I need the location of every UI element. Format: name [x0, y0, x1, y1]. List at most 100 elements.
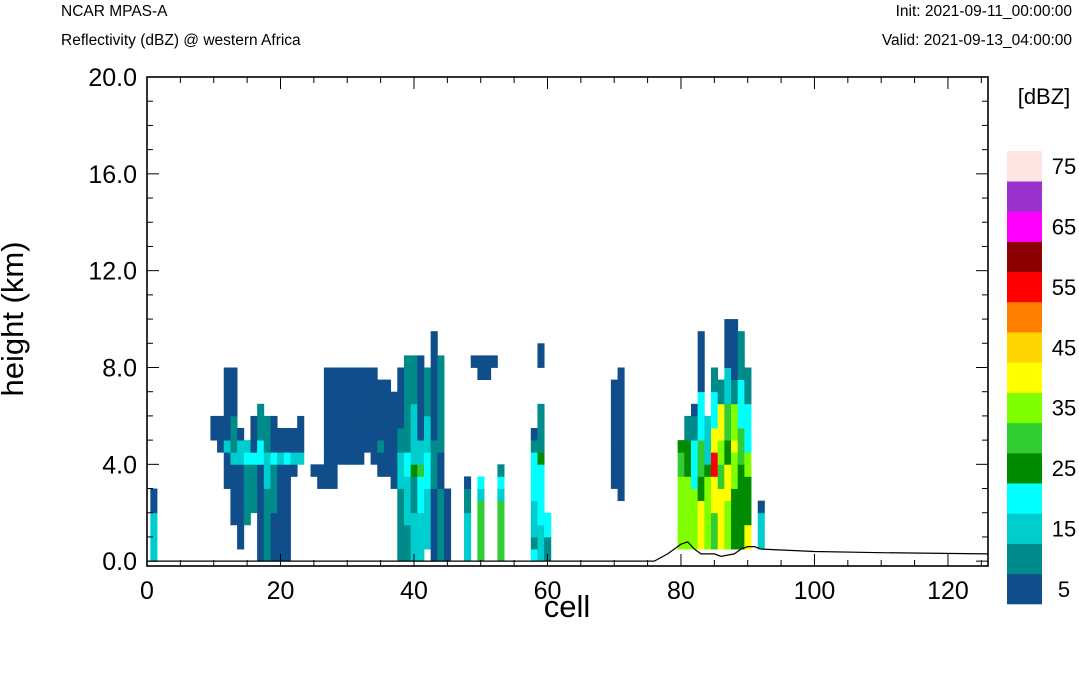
reflectivity-cell — [537, 452, 545, 465]
reflectivity-cell — [744, 452, 752, 477]
colorbar-swatch — [1007, 422, 1042, 454]
reflectivity-cell — [290, 452, 298, 465]
reflectivity-cell — [417, 355, 425, 441]
reflectivity-cell — [477, 355, 485, 380]
reflectivity-cell — [390, 452, 398, 489]
reflectivity-cell — [150, 488, 158, 514]
reflectivity-cell — [383, 452, 392, 477]
colorbar-label: 65 — [1052, 215, 1076, 240]
plot-area: 0 20 40 60 80 100 120 0.0 4.0 8.0 12.0 16.0 20.0 — [88, 64, 989, 605]
valid-time: Valid: 2021-09-13_04:00:00 — [882, 32, 1073, 49]
reflectivity-cell — [444, 488, 452, 562]
model-name: NCAR MPAS-A — [61, 3, 168, 20]
reflectivity-cell — [697, 391, 705, 441]
reflectivity-cell — [323, 367, 331, 453]
reflectivity-cell — [717, 464, 725, 489]
reflectivity-cell — [377, 452, 385, 477]
reflectivity-cell — [690, 488, 699, 550]
reflectivity-cell — [610, 379, 618, 441]
reflectivity-cell — [437, 355, 445, 453]
reflectivity-cell — [403, 355, 412, 453]
terrain-line — [147, 541, 989, 562]
reflectivity-cell — [464, 512, 472, 562]
reflectivity-cell — [711, 428, 719, 453]
reflectivity-cell — [537, 464, 545, 526]
reflectivity-cell — [410, 403, 418, 465]
reflectivity-cell — [530, 452, 538, 502]
reflectivity-cell — [370, 367, 378, 380]
terrain — [147, 541, 989, 562]
reflectivity-cell — [237, 428, 245, 441]
reflectivity-cell — [677, 440, 685, 453]
reflectivity-cell — [310, 464, 318, 477]
reflectivity-cell — [270, 452, 278, 465]
reflectivity-cell — [424, 415, 432, 453]
reflectivity-cell — [277, 428, 285, 453]
reflectivity-cell — [544, 512, 552, 538]
reflectivity-cell — [684, 415, 692, 441]
reflectivity-cell — [757, 500, 765, 514]
reflectivity-cell — [731, 452, 739, 489]
reflectivity-cell — [711, 452, 719, 477]
reflectivity-cell — [690, 403, 699, 417]
reflectivity-cell — [337, 428, 345, 465]
reflectivity-cell — [497, 464, 505, 477]
reflectivity-cell — [704, 476, 712, 550]
reflectivity-cell — [437, 488, 445, 562]
reflectivity-cell — [363, 367, 371, 453]
reflectivity-cell — [237, 440, 245, 465]
reflectivity-cell — [757, 512, 765, 550]
colorbar-swatch — [1007, 211, 1042, 242]
reflectivity-cell — [263, 488, 271, 562]
y-tick-label: 0.0 — [102, 548, 137, 576]
reflectivity-cell — [424, 488, 432, 550]
reflectivity-cell — [397, 452, 405, 489]
colorbar-label: 5 — [1058, 577, 1070, 602]
reflectivity-cell — [677, 476, 685, 550]
reflectivity-cell — [297, 415, 305, 453]
reflectivity-cell — [470, 355, 478, 368]
reflectivity-cell — [497, 500, 505, 562]
x-tick-label: 100 — [794, 577, 836, 605]
reflectivity-cell — [697, 476, 705, 502]
reflectivity-cell — [744, 367, 752, 405]
reflectivity-cell — [417, 440, 425, 465]
x-tick-label: 120 — [927, 577, 969, 605]
reflectivity-cell — [737, 379, 745, 429]
reflectivity-cell — [270, 464, 278, 514]
reflectivity-cell — [690, 440, 699, 489]
reflectivity-cell — [711, 367, 719, 393]
reflectivity-cell — [283, 452, 291, 465]
reflectivity-cell — [337, 367, 345, 429]
reflectivity-cell — [724, 319, 732, 368]
reflectivity-cell — [257, 403, 265, 441]
reflectivity-cell — [257, 464, 265, 562]
reflectivity-cell — [711, 512, 719, 550]
reflectivity-cell — [424, 367, 432, 417]
reflectivity-cell — [704, 415, 712, 465]
colorbar-swatch — [1007, 453, 1042, 484]
reflectivity-cell — [410, 355, 418, 405]
reflectivity-cell — [357, 367, 365, 417]
reflectivity-cell — [744, 524, 752, 550]
reflectivity-cell — [731, 440, 739, 453]
reflectivity-cell — [403, 524, 412, 562]
reflectivity-cell — [377, 440, 385, 453]
reflectivity-cell — [490, 355, 498, 368]
reflectivity-cell — [410, 464, 418, 477]
reflectivity-cell — [697, 440, 705, 477]
reflectivity-cell — [530, 428, 538, 441]
reflectivity-cell — [263, 452, 271, 489]
reflectivity-cell — [744, 403, 752, 453]
reflectivity-cell — [430, 488, 438, 562]
colorbar-swatch — [1007, 151, 1042, 182]
axis-ticks: 0 20 40 60 80 100 120 0.0 4.0 8.0 12.0 16.0 20.0 — [88, 64, 988, 605]
reflectivity-cell — [424, 452, 432, 489]
colorbar-swatch — [1007, 392, 1042, 424]
x-tick-label: 80 — [667, 577, 695, 605]
reflectivity-cell — [537, 524, 545, 562]
reflectivity-cell — [477, 500, 485, 562]
reflectivity-cell — [257, 440, 265, 465]
reflectivity-cell — [237, 464, 245, 550]
